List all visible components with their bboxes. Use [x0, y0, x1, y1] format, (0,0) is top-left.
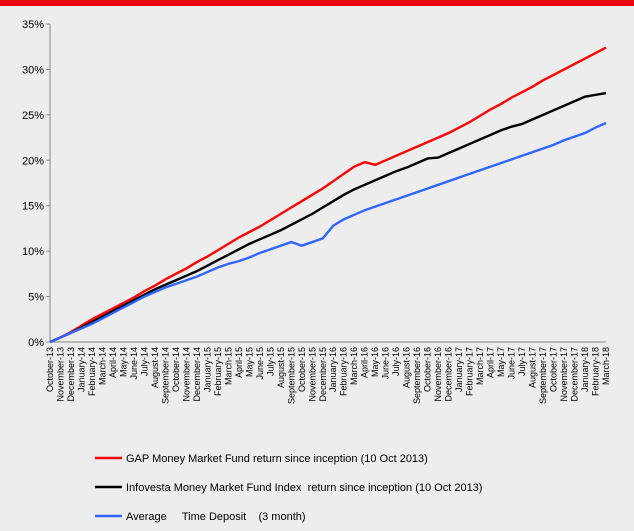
x-tick-label: March-14	[97, 347, 107, 385]
x-tick-label: April-14	[108, 347, 118, 378]
x-tick-label: April-16	[360, 347, 370, 378]
x-tick-label: November-14	[181, 347, 191, 402]
x-tick-label: June-16	[381, 347, 391, 380]
x-tick-label: January-16	[328, 347, 338, 392]
y-tick-label: 25%	[22, 110, 44, 122]
header-band	[0, 0, 634, 6]
x-tick-label: April-17	[486, 347, 496, 378]
x-tick-label: November-13	[55, 347, 65, 402]
x-tick-label: November-16	[433, 347, 443, 402]
x-tick-label: March-15	[223, 347, 233, 385]
legend-label: Average Time Deposit (3 month)	[126, 511, 306, 523]
x-tick-label: June-15	[255, 347, 265, 380]
x-tick-label: November-15	[307, 347, 317, 402]
x-tick-label: September-14	[160, 347, 170, 404]
x-tick-label: May-14	[118, 347, 128, 377]
x-tick-label: July-15	[265, 347, 275, 376]
x-tick-label: September-15	[286, 347, 296, 404]
x-tick-label: December-15	[318, 347, 328, 402]
x-tick-label: September-17	[538, 347, 548, 404]
x-tick-label: June-17	[507, 347, 517, 380]
y-tick-label: 30%	[22, 64, 44, 76]
x-tick-label: May-16	[370, 347, 380, 377]
x-tick-label: October-17	[549, 347, 559, 392]
x-tick-label: April-15	[234, 347, 244, 378]
x-tick-label: March-18	[601, 347, 611, 385]
series-line	[49, 91, 607, 344]
x-tick-label: October-14	[171, 347, 181, 392]
x-tick-label: February-14	[87, 347, 97, 396]
y-tick-label: 15%	[22, 201, 44, 213]
legend-label: GAP Money Market Fund return since incep…	[126, 453, 428, 465]
x-tick-label: December-13	[66, 347, 76, 402]
x-tick-label: June-14	[129, 347, 139, 380]
x-tick-label: May-15	[244, 347, 254, 377]
x-tick-label: May-17	[496, 347, 506, 377]
x-tick-label: January-14	[76, 347, 86, 392]
x-tick-label: January-18	[580, 347, 590, 392]
series-line	[49, 121, 607, 344]
x-tick-label: August-16	[402, 347, 412, 388]
x-tick-label: August-17	[528, 347, 538, 388]
x-tick-label: February-15	[213, 347, 223, 396]
x-tick-label: July-14	[139, 347, 149, 376]
y-tick-label: 10%	[22, 246, 44, 258]
x-tick-label: October-15	[297, 347, 307, 392]
x-tick-label: October-16	[423, 347, 433, 392]
y-tick-label: 35%	[22, 19, 44, 31]
x-tick-label: July-16	[391, 347, 401, 376]
x-tick-label: January-17	[454, 347, 464, 392]
x-tick-label: December-17	[570, 347, 580, 402]
x-tick-label: September-16	[412, 347, 422, 404]
x-tick-label: November-17	[559, 347, 569, 402]
legend-label: Infovesta Money Market Fund Index return…	[126, 482, 482, 494]
y-tick-label: 0%	[28, 337, 44, 349]
x-tick-label: August-14	[150, 347, 160, 388]
x-tick-label: January-15	[202, 347, 212, 392]
x-tick-label: October-13	[45, 347, 55, 392]
x-tick-label: December-14	[192, 347, 202, 402]
series-line	[49, 46, 607, 344]
y-tick-label: 5%	[28, 292, 44, 304]
x-tick-label: February-16	[339, 347, 349, 396]
x-tick-label: February-18	[591, 347, 601, 396]
x-tick-label: December-16	[444, 347, 454, 402]
x-tick-label: March-17	[475, 347, 485, 385]
x-tick-label: July-17	[517, 347, 527, 376]
x-tick-label: February-17	[465, 347, 475, 396]
x-tick-label: March-16	[349, 347, 359, 385]
y-tick-label: 20%	[22, 155, 44, 167]
x-tick-label: August-15	[276, 347, 286, 388]
